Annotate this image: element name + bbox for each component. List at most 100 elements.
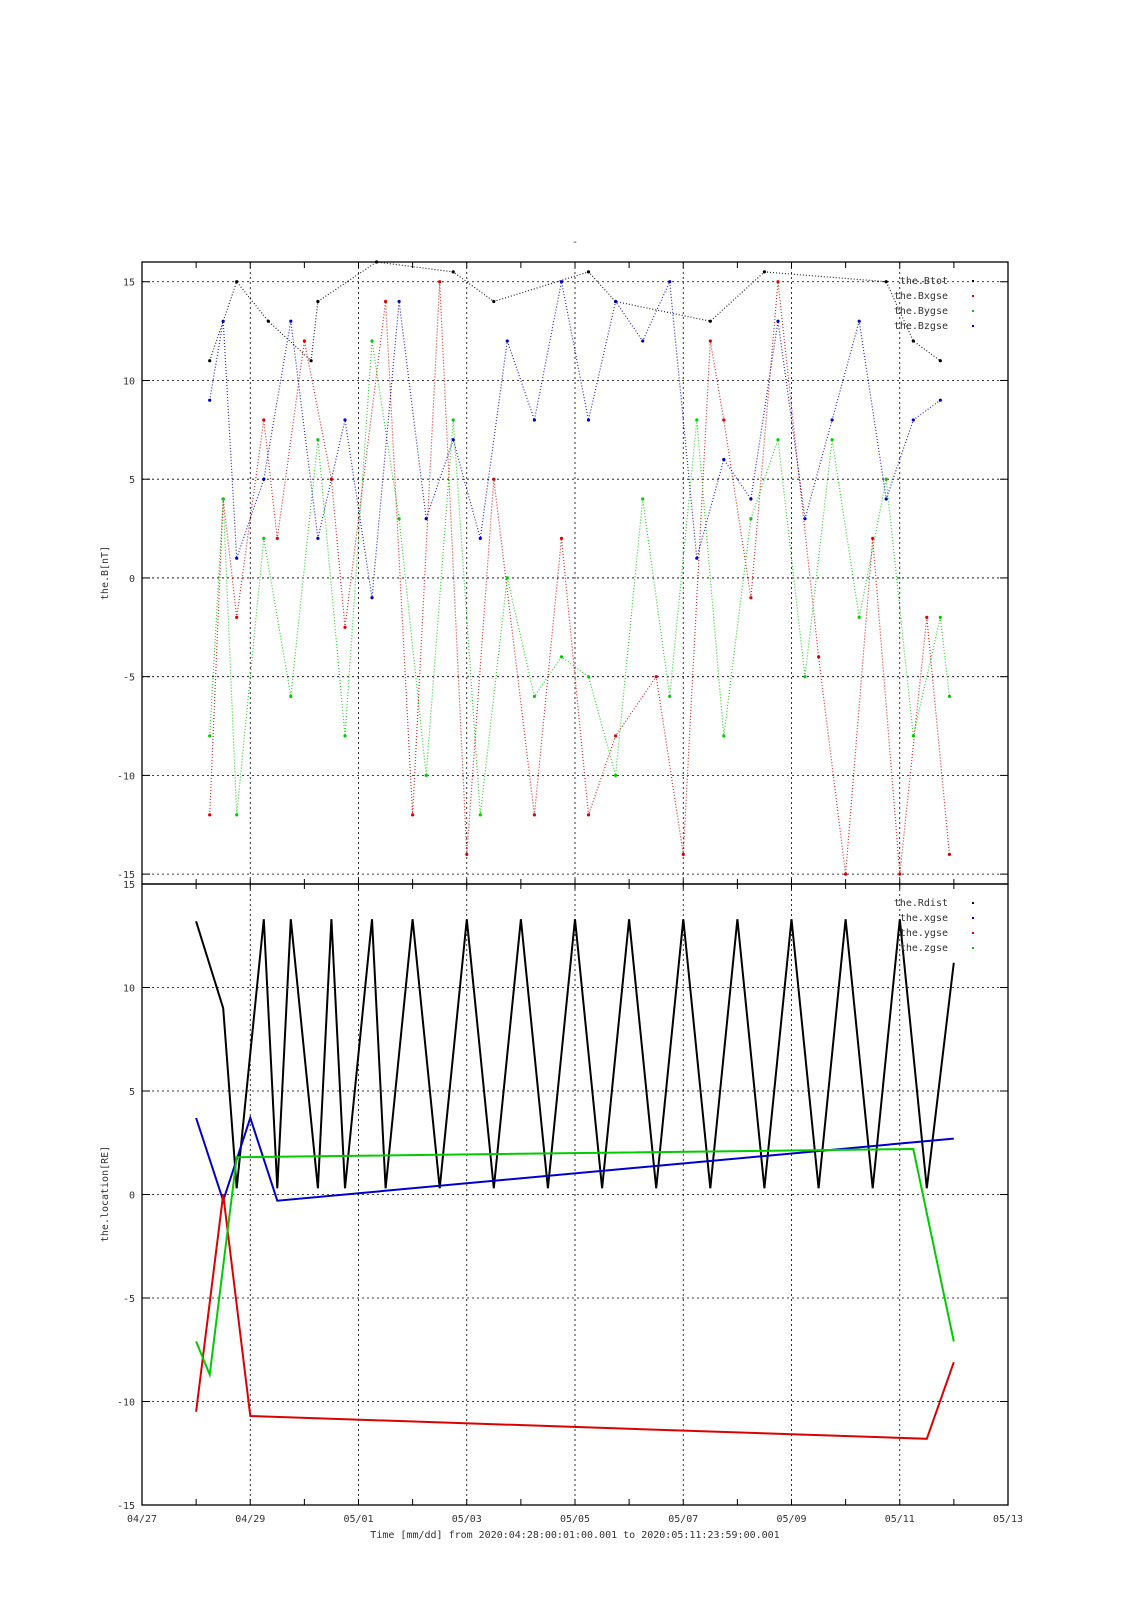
- series-the.Bzgse-point: [830, 418, 834, 422]
- panel2-ylabel: the.location[RE]: [100, 1146, 111, 1242]
- series-the.Bygse-point: [749, 517, 753, 521]
- series-the.Bygse-point: [505, 576, 509, 580]
- series-the.Bygse-point: [478, 813, 482, 817]
- series-the.Bxgse-point: [275, 536, 279, 541]
- series-the.Bzgse-point: [586, 418, 591, 422]
- series-the.Bzgse-point: [208, 398, 212, 402]
- panel1-ytick-label: 15: [123, 278, 135, 289]
- series-the.Bxgse-point: [749, 596, 753, 600]
- series-the.Bygse-point: [343, 734, 347, 738]
- series-the.Btot-point: [309, 359, 313, 363]
- series-the.Bygse-point: [668, 694, 672, 699]
- series-the.Bygse-point: [289, 694, 293, 699]
- series-the.Bygse-point: [938, 615, 942, 620]
- series-the.Bxgse-point: [384, 299, 388, 304]
- panel2-yticks: -15 -10 -5 0 5 10 15: [117, 880, 1008, 1512]
- series-the.Bygse-point: [884, 477, 888, 481]
- legend-label: the.Bygse: [894, 306, 948, 317]
- panel2-ytick-label: 0: [129, 1191, 135, 1202]
- series-the.Bxgse-point: [532, 813, 537, 817]
- series-the.Bygse-point: [830, 438, 834, 442]
- xtick-label: 05/05: [560, 1514, 590, 1525]
- series-the.Bzgse-point: [559, 280, 564, 284]
- legend-label: the.Rdist: [894, 898, 948, 909]
- series-the.Bxgse-point: [898, 872, 902, 876]
- series-the.Btot-point: [235, 280, 239, 284]
- panel-magnetic-field: -15 -10 -5 0 5 10 15 the.Btot the.Bxgse the.Bygs…: [100, 260, 1009, 885]
- series-the.Bzgse-point: [505, 339, 509, 343]
- panel1-ytick-label: 0: [129, 574, 135, 585]
- series-the.Bygse-point: [559, 655, 564, 659]
- series-the.Btot-point: [911, 339, 915, 343]
- legend-marker: [972, 280, 974, 282]
- series-the.Bzgse-point: [262, 477, 266, 481]
- series-the.zgse: [195, 1147, 955, 1379]
- series-the.Btot-point: [762, 270, 767, 274]
- xtick-label: 05/03: [452, 1514, 482, 1525]
- series-the.Bzgse-point: [397, 299, 401, 304]
- series-the.Bygse-point: [911, 734, 915, 738]
- legend-marker: [972, 325, 974, 327]
- title-mark: -: [572, 237, 578, 248]
- series-the.Bxgse-point: [681, 852, 685, 857]
- series-the.Btot-point: [884, 280, 888, 284]
- series-the.Bzgse-point: [289, 319, 293, 323]
- series-the.Bzgse-point: [451, 438, 455, 442]
- panel1-ytick-label: -10: [117, 771, 135, 782]
- legend-marker: [972, 310, 974, 312]
- panel2-ytick-label: 15: [123, 880, 135, 891]
- series-the.Bygse-point: [221, 497, 225, 501]
- legend-label: the.Btot: [900, 276, 948, 287]
- panel1-ylabel: the.B[nT]: [100, 546, 111, 600]
- panel2-ytick-label: -5: [123, 1294, 135, 1305]
- series-the.Bzgse-point: [749, 497, 753, 501]
- panel1-yticks: -15 -10 -5 0 5 10 15: [117, 278, 1008, 881]
- panel1-ytick-label: -5: [123, 673, 135, 684]
- series-the.Bzgse-point: [614, 299, 618, 304]
- series-the.Bygse-point: [947, 694, 952, 699]
- panel2-legend: the.Rdist the.xgse the.ygse the.zgse: [894, 898, 974, 954]
- series-the.Btot-point: [492, 299, 496, 304]
- series-the.Bygse-point: [722, 734, 726, 738]
- series-the.Bxgse-point: [262, 418, 266, 422]
- series-the.Bzgse-point: [695, 556, 699, 560]
- series-the.Bygse: [209, 340, 950, 815]
- series-the.Bzgse-point: [235, 556, 239, 560]
- legend-label: the.xgse: [900, 913, 948, 924]
- series-the.Bxgse-point: [411, 813, 415, 817]
- series-the.Bzgse-point: [316, 536, 320, 541]
- series-the.Bxgse-point: [925, 615, 929, 620]
- panel1-ytick-label: -15: [117, 870, 135, 881]
- series-the.ygse: [195, 1194, 955, 1440]
- series-the.Rdist: [195, 919, 955, 1189]
- legend-marker: [972, 902, 974, 904]
- x-axis-label: Time [mm/dd] from 2020:04:28:00:01:00.00…: [370, 1530, 779, 1541]
- legend-marker: [972, 947, 974, 949]
- series-the.Bxgse-point: [614, 734, 618, 738]
- series-the.Bygse-point: [695, 418, 699, 422]
- legend-label: the.Bzgse: [894, 321, 948, 332]
- panel1-data: [208, 260, 952, 876]
- legend-label: the.zgse: [900, 943, 948, 954]
- legend-marker: [972, 295, 974, 297]
- series-the.Bxgse-point: [947, 852, 952, 857]
- xtick-label: 05/07: [668, 1514, 698, 1525]
- series-the.Bxgse-point: [871, 536, 875, 541]
- legend-label: the.Bxgse: [894, 291, 948, 302]
- panel2-xticks: 04/27 04/29 05/01 05/03 05/05 05/07 05/09 05/11…: [127, 262, 1023, 1525]
- xtick-label: 05/09: [776, 1514, 806, 1525]
- series-the.Bzgse-point: [776, 319, 780, 323]
- xtick-label: 05/11: [885, 1514, 915, 1525]
- series-the.Bzgse-point: [343, 418, 347, 422]
- series-the.Btot-point: [266, 319, 270, 323]
- series-the.Bxgse-point: [776, 280, 780, 284]
- series-the.Bxgse-point: [654, 675, 658, 679]
- series-the.Bxgse-point: [817, 655, 821, 659]
- panel1-legend: the.Btot the.Bxgse the.Bygse the.Bzgse: [894, 276, 974, 332]
- series-the.Bygse-point: [208, 734, 212, 738]
- xtick-label: 05/01: [343, 1514, 373, 1525]
- series-the.Bxgse-point: [438, 280, 442, 284]
- series-the.Bygse-point: [776, 438, 780, 442]
- series-the.Btot-point: [451, 270, 455, 274]
